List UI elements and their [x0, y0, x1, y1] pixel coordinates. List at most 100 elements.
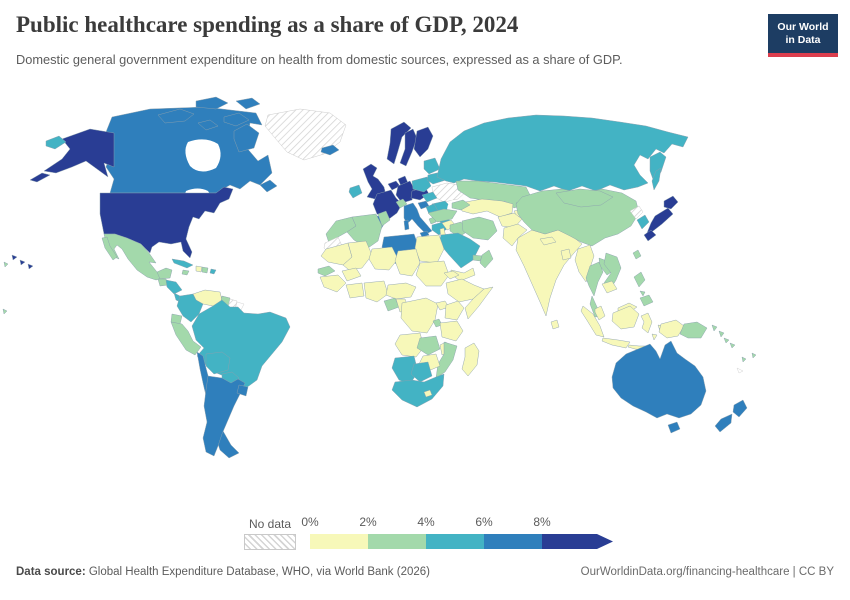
country-pacific-islands[interactable] [2, 308, 8, 315]
country-germany[interactable] [395, 180, 416, 204]
country-niger[interactable] [368, 246, 399, 271]
country-angola[interactable] [394, 332, 425, 358]
country-poland[interactable] [411, 176, 432, 193]
country-caucasus[interactable] [451, 199, 471, 211]
country-solomon-islands[interactable] [723, 337, 730, 344]
country-taiwan[interactable] [632, 249, 642, 260]
country-finland[interactable] [413, 126, 434, 158]
country-solomon-islands[interactable] [729, 342, 736, 349]
country-lesotho[interactable] [423, 389, 433, 398]
country-north-korea[interactable] [629, 205, 644, 220]
country-japan-hokkaido[interactable] [663, 195, 679, 210]
country-malaysia[interactable] [594, 305, 606, 321]
country-dominican-republic[interactable] [201, 266, 209, 274]
country-japan-kyushu[interactable] [643, 229, 657, 242]
country-mozambique[interactable] [435, 341, 458, 379]
country-usa-hawaii[interactable] [11, 254, 18, 261]
country-russia[interactable] [436, 114, 689, 192]
country-italy-sicily[interactable] [419, 230, 430, 238]
country-japan-honshu[interactable] [646, 207, 674, 234]
legend-no-data-swatch[interactable] [244, 534, 296, 550]
country-philippines-mindanao[interactable] [639, 294, 654, 307]
country-france[interactable] [372, 189, 403, 220]
country-oman[interactable] [479, 249, 494, 269]
legend-segment[interactable] [368, 534, 426, 549]
country-honduras-nicaragua[interactable] [165, 279, 183, 295]
legend-segment[interactable] [310, 534, 368, 549]
country-australia-tasmania[interactable] [667, 421, 681, 434]
country-afghanistan[interactable] [497, 212, 523, 229]
country-peru[interactable] [170, 321, 202, 356]
country-indonesia-papua[interactable] [658, 319, 685, 339]
country-tunisia[interactable] [377, 210, 391, 227]
legend-segment[interactable] [542, 534, 597, 549]
country-united-kingdom[interactable] [362, 163, 387, 200]
country-mexico-baja[interactable] [101, 236, 118, 261]
country-baltic-states[interactable] [423, 157, 441, 175]
country-mexico-yucatan[interactable] [156, 267, 173, 280]
country-bolivia[interactable] [205, 351, 231, 375]
country-iran[interactable] [461, 216, 498, 241]
country-canada-arctic[interactable] [233, 123, 260, 153]
country-zambia[interactable] [416, 335, 441, 356]
country-turkmenistan-uzbekistan[interactable] [459, 198, 514, 218]
country-uruguay[interactable] [236, 384, 249, 397]
country-kenya[interactable] [444, 300, 465, 321]
country-botswana[interactable] [410, 361, 433, 383]
country-nigeria[interactable] [363, 280, 389, 303]
country-papua-new-guinea[interactable] [679, 321, 708, 339]
country-vanuatu[interactable] [741, 356, 747, 363]
legend-segment[interactable] [484, 534, 542, 549]
country-canada-arctic[interactable] [235, 97, 261, 110]
country-burkina-faso[interactable] [341, 267, 362, 282]
country-canada-arctic[interactable] [197, 119, 219, 131]
country-senegal[interactable] [317, 265, 336, 277]
country-canada-arctic[interactable] [195, 96, 229, 110]
country-italy-sardinia[interactable] [403, 219, 410, 231]
country-cambodia[interactable] [601, 280, 618, 294]
country-philippines-visayas[interactable] [639, 290, 646, 297]
territory-new-caledonia[interactable] [736, 367, 744, 374]
country-usa-hawaii[interactable] [27, 263, 34, 270]
country-mexico[interactable] [103, 233, 164, 281]
country-switzerland[interactable] [395, 198, 408, 209]
country-nepal[interactable] [539, 236, 557, 246]
country-madagascar[interactable] [461, 342, 480, 377]
country-puerto-rico[interactable] [209, 268, 217, 275]
country-drc[interactable] [400, 297, 439, 334]
country-turkey[interactable] [427, 208, 458, 223]
country-philippines-luzon[interactable] [633, 271, 646, 288]
country-ireland[interactable] [348, 184, 363, 199]
country-iceland[interactable] [320, 144, 340, 156]
country-tanzania[interactable] [439, 320, 464, 342]
country-new-zealand-north[interactable] [732, 399, 748, 418]
country-south-korea[interactable] [636, 214, 650, 230]
country-png-islands[interactable] [718, 330, 725, 338]
country-south-africa[interactable] [391, 373, 445, 408]
country-sri-lanka[interactable] [550, 319, 560, 330]
country-russia-chukotka[interactable] [45, 135, 67, 150]
country-usa-hawaii[interactable] [19, 259, 26, 266]
country-usa-alaska[interactable] [43, 128, 115, 178]
country-indonesia-maluku[interactable] [651, 333, 658, 341]
attribution-link[interactable]: OurWorldinData.org/financing-healthcare … [580, 566, 834, 578]
owid-logo[interactable]: Our World in Data [768, 14, 838, 58]
country-australia[interactable] [611, 340, 707, 419]
country-ghana-benin[interactable] [345, 282, 365, 299]
country-indonesia-sulawesi[interactable] [640, 312, 653, 334]
country-norway[interactable] [386, 121, 412, 165]
country-usa-aleutians[interactable] [29, 172, 51, 183]
country-eritrea[interactable] [443, 270, 460, 280]
country-jamaica[interactable] [181, 269, 190, 276]
country-russia-kamchatka[interactable] [649, 151, 667, 183]
country-hungary-slovakia[interactable] [421, 191, 438, 203]
country-sweden[interactable] [399, 128, 418, 167]
country-chad[interactable] [394, 248, 421, 277]
country-thailand[interactable] [585, 261, 604, 297]
country-bangladesh[interactable] [560, 248, 572, 261]
country-cuba[interactable] [171, 258, 194, 269]
country-indonesia-kalimantan[interactable] [611, 305, 640, 330]
country-somalia[interactable] [464, 286, 494, 320]
country-cameroon-car[interactable] [385, 282, 417, 300]
country-argentina[interactable] [202, 375, 246, 457]
